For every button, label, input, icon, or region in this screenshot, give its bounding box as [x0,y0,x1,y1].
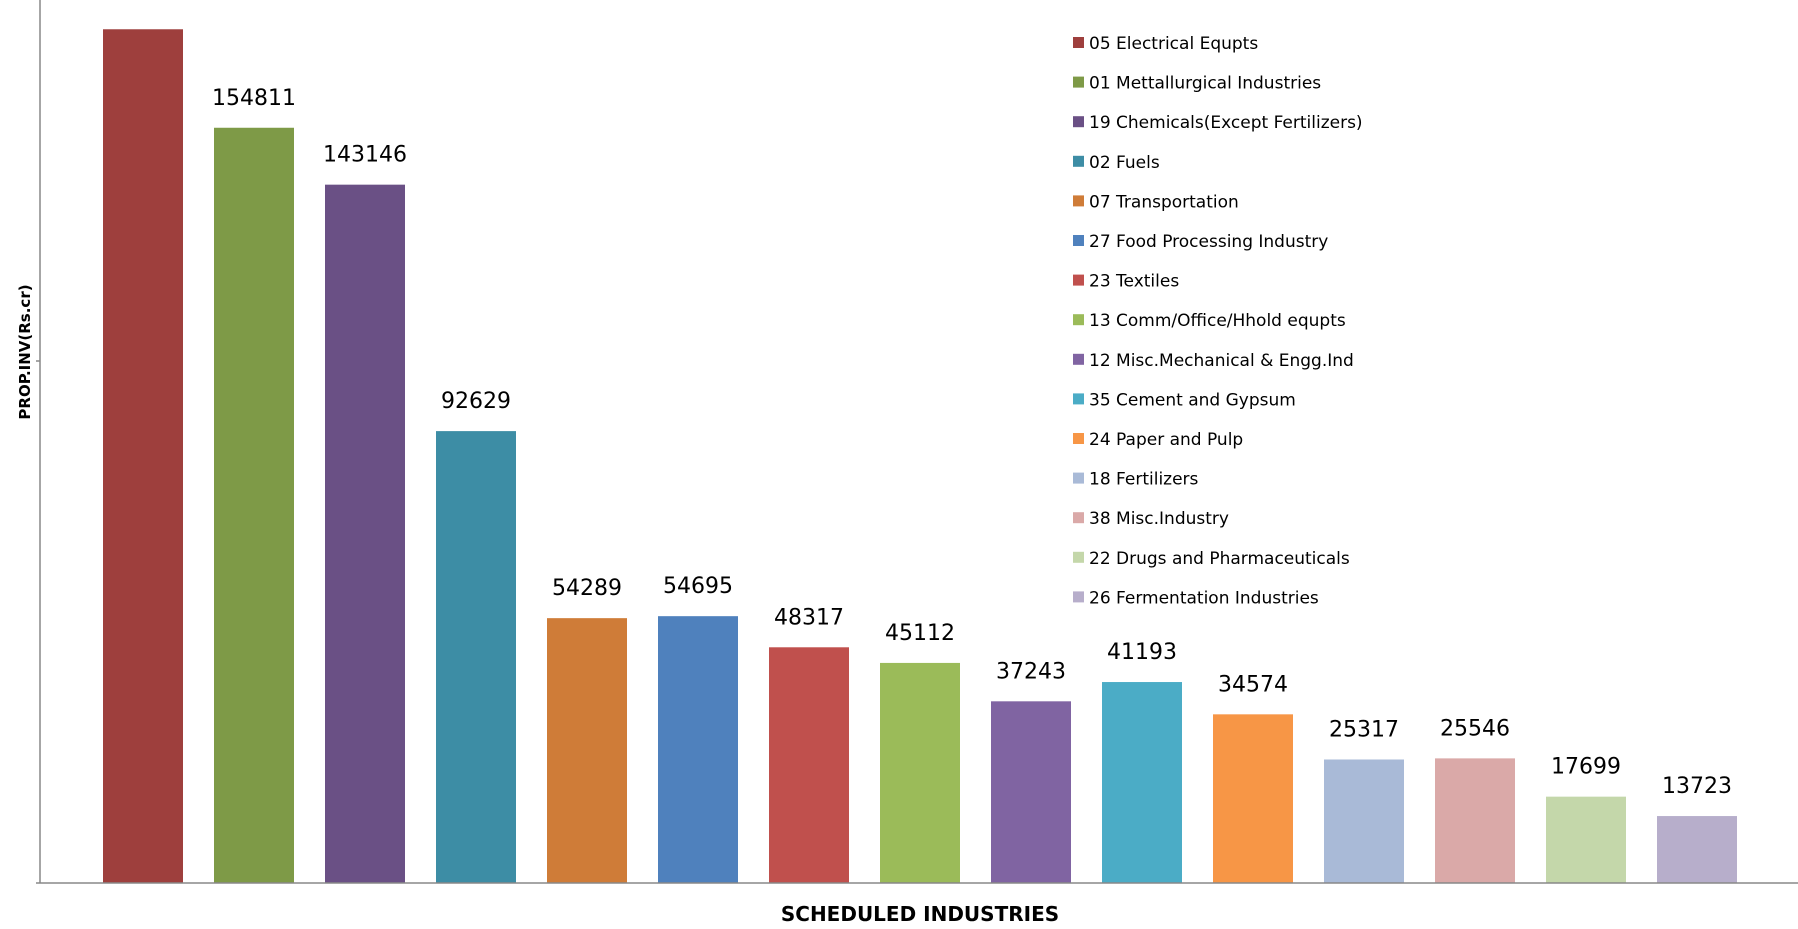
data-labels: 154811 143146 92629 54289 54695 48317 45112 372… [212,86,1732,799]
legend-item: 23 Textiles [1073,272,1179,292]
legend-label: 13 Comm/Office/Hhold equpts [1089,311,1346,331]
bar-9 [991,701,1071,883]
bar-13 [1435,758,1515,883]
bar-5 [547,618,627,883]
legend-item: 38 Misc.Industry [1073,509,1229,529]
bar-12 [1324,759,1404,883]
bar-series [103,29,1737,884]
bar-8 [880,662,960,883]
bar-6 [658,616,738,883]
legend-swatch [1073,512,1084,524]
data-label-4: 92629 [441,389,511,414]
legend-item: 26 Fermentation Industries [1073,588,1319,608]
bar-4 [436,431,516,883]
legend-label: 18 Fertilizers [1089,470,1199,490]
data-label-7: 48317 [774,605,844,630]
legend-item: 27 Food Processing Industry [1073,232,1328,252]
legend-item: 02 Fuels [1073,153,1160,173]
legend-swatch [1073,353,1084,365]
bar-7 [769,647,849,883]
legend: 05 Electrical Equpts 01 Mettallurgical In… [1073,34,1363,608]
data-label-15: 13723 [1662,774,1732,799]
legend-swatch [1073,235,1084,246]
data-label-6: 54695 [663,574,733,599]
legend-item: 13 Comm/Office/Hhold equpts [1073,311,1346,331]
bar-3 [325,184,405,883]
y-axis-title: PROP.INV(Rs.cr) [16,284,34,419]
legend-label: 19 Chemicals(Except Fertilizers) [1089,113,1363,133]
legend-item: 19 Chemicals(Except Fertilizers) [1073,113,1363,133]
legend-label: 01 Mettallurgical Industries [1089,74,1321,94]
data-label-14: 17699 [1551,755,1621,780]
legend-swatch [1073,433,1084,444]
legend-label: 23 Textiles [1089,272,1179,292]
legend-swatch [1073,314,1084,326]
bar-10 [1102,682,1182,883]
axes [36,0,1798,884]
bar-14 [1546,796,1626,883]
legend-label: 27 Food Processing Industry [1089,232,1328,252]
legend-label: 02 Fuels [1089,153,1160,173]
legend-item: 24 Paper and Pulp [1073,430,1243,450]
bar-2 [214,127,294,884]
legend-swatch [1073,37,1084,48]
legend-item: 18 Fertilizers [1073,470,1199,490]
legend-label: 26 Fermentation Industries [1089,588,1319,608]
bar-15 [1657,816,1737,883]
legend-item: 05 Electrical Equpts [1073,34,1258,54]
legend-label: 22 Drugs and Pharmaceuticals [1089,549,1350,569]
data-label-11: 34574 [1218,672,1288,697]
data-label-5: 54289 [552,576,622,601]
data-label-13: 25546 [1440,716,1510,741]
legend-item: 07 Transportation [1073,192,1239,212]
legend-swatch [1073,393,1084,405]
data-label-12: 25317 [1329,717,1399,742]
legend-item: 01 Mettallurgical Industries [1073,74,1321,94]
data-label-8: 45112 [885,621,955,646]
data-label-2: 154811 [212,86,296,111]
data-label-3: 143146 [323,143,407,168]
legend-swatch [1073,155,1084,167]
bar-1 [103,29,183,883]
data-label-9: 37243 [996,659,1066,684]
legend-label: 38 Misc.Industry [1089,509,1229,529]
legend-item: 35 Cement and Gypsum [1073,390,1296,410]
legend-label: 24 Paper and Pulp [1089,430,1243,450]
legend-swatch [1073,274,1084,286]
legend-swatch [1073,116,1084,128]
legend-label: 07 Transportation [1089,192,1239,212]
legend-swatch [1073,551,1084,563]
legend-swatch [1073,76,1084,88]
data-label-10: 41193 [1107,640,1177,665]
legend-item: 12 Misc.Mechanical & Engg.Ind [1073,351,1354,371]
bar-11 [1213,714,1293,883]
legend-label: 35 Cement and Gypsum [1089,390,1296,410]
legend-swatch [1073,591,1084,603]
legend-item: 22 Drugs and Pharmaceuticals [1073,549,1350,569]
legend-swatch [1073,472,1084,484]
legend-label: 05 Electrical Equpts [1089,34,1258,54]
legend-swatch [1073,195,1084,207]
legend-label: 12 Misc.Mechanical & Engg.Ind [1089,351,1354,371]
x-axis-title: SCHEDULED INDUSTRIES [781,902,1059,926]
